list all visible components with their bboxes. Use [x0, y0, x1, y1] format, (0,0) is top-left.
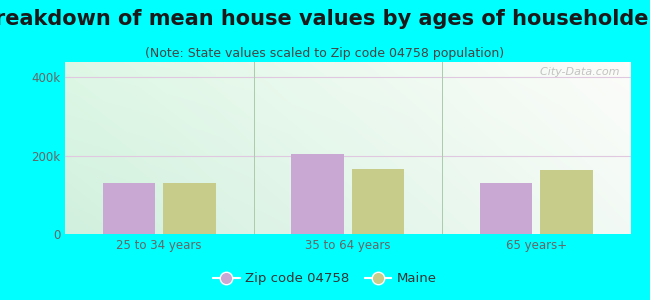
Bar [163, 183, 216, 234]
Bar [352, 169, 404, 234]
Legend: Zip code 04758, Maine: Zip code 04758, Maine [208, 267, 442, 290]
Text: (Note: State values scaled to Zip code 04758 population): (Note: State values scaled to Zip code 0… [146, 46, 504, 59]
Bar [480, 183, 532, 234]
Text: Breakdown of mean house values by ages of householders: Breakdown of mean house values by ages o… [0, 9, 650, 29]
Bar [540, 170, 593, 234]
Bar [291, 154, 344, 234]
Bar [103, 183, 155, 234]
Text: City-Data.com: City-Data.com [533, 67, 619, 77]
